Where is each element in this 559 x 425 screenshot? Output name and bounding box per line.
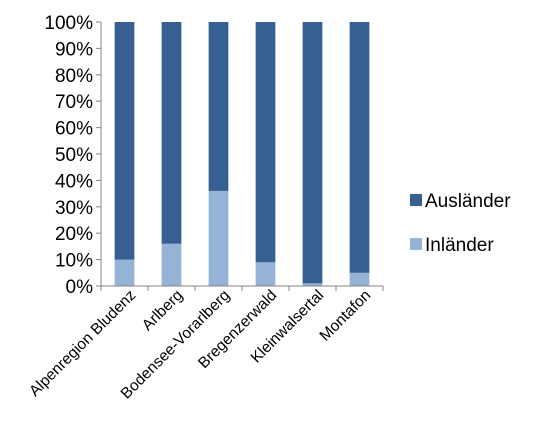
- legend: Ausländer Inländer: [410, 191, 511, 256]
- bar-segment: [255, 22, 276, 263]
- y-tick-label: 20%: [55, 224, 93, 245]
- x-axis: Alpenregion Bludenz ArlbergBodensee-Vorar…: [26, 285, 384, 402]
- y-tick-label: 50%: [55, 145, 93, 166]
- y-tick-label: 60%: [55, 119, 93, 140]
- y-tick-label: 80%: [55, 66, 93, 87]
- y-tick-label: 0%: [66, 277, 94, 298]
- y-axis: 0% 10% 20% 30% 40% 50% 60% 70% 80% 90% 100%: [44, 13, 102, 298]
- y-tick-label: 100%: [44, 13, 93, 34]
- legend-swatch: [410, 194, 422, 206]
- y-tick-label: 30%: [55, 198, 93, 219]
- x-tick-label: Alpenregion Bludenz: [26, 287, 139, 400]
- x-tick-label: Arlberg: [139, 287, 186, 334]
- bar-segment: [114, 259, 135, 286]
- bar-segment: [114, 22, 135, 260]
- y-tick-label: 10%: [55, 251, 93, 272]
- legend-swatch: [410, 238, 422, 250]
- legend-label: Ausländer: [425, 191, 511, 212]
- bar-segment: [208, 190, 229, 286]
- bar-segment: [349, 272, 370, 286]
- y-tick-label: 40%: [55, 171, 93, 192]
- x-tick-label: Montafon: [317, 287, 375, 345]
- bar-segment: [161, 243, 182, 286]
- bar-segment: [349, 22, 370, 273]
- bar-segment: [208, 22, 229, 191]
- bars: [114, 22, 370, 286]
- legend-label: Inländer: [425, 235, 494, 256]
- bar-segment: [161, 22, 182, 244]
- y-tick-label: 70%: [55, 92, 93, 113]
- y-tick-label: 90%: [55, 39, 93, 60]
- bar-segment: [302, 283, 323, 286]
- bar-segment: [302, 22, 323, 284]
- bar-segment: [255, 262, 276, 286]
